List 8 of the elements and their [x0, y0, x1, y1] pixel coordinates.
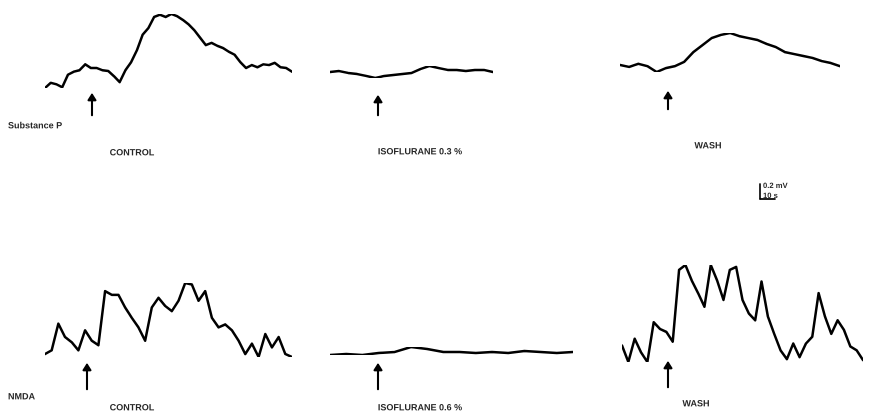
- x-axis-title: WASH: [682, 400, 709, 406]
- text: Substance P: [8, 122, 62, 128]
- x-axis-title: ISOFLURANE 0.3 %: [378, 148, 462, 154]
- x-axis-title: CONTROL: [110, 149, 154, 156]
- x-axis-title: ISOFLURANE 0.6 %: [378, 404, 462, 410]
- x-axis-title: WASH: [694, 142, 721, 148]
- x-axis-title: CONTROL: [110, 404, 154, 410]
- text: NMDA: [8, 393, 35, 400]
